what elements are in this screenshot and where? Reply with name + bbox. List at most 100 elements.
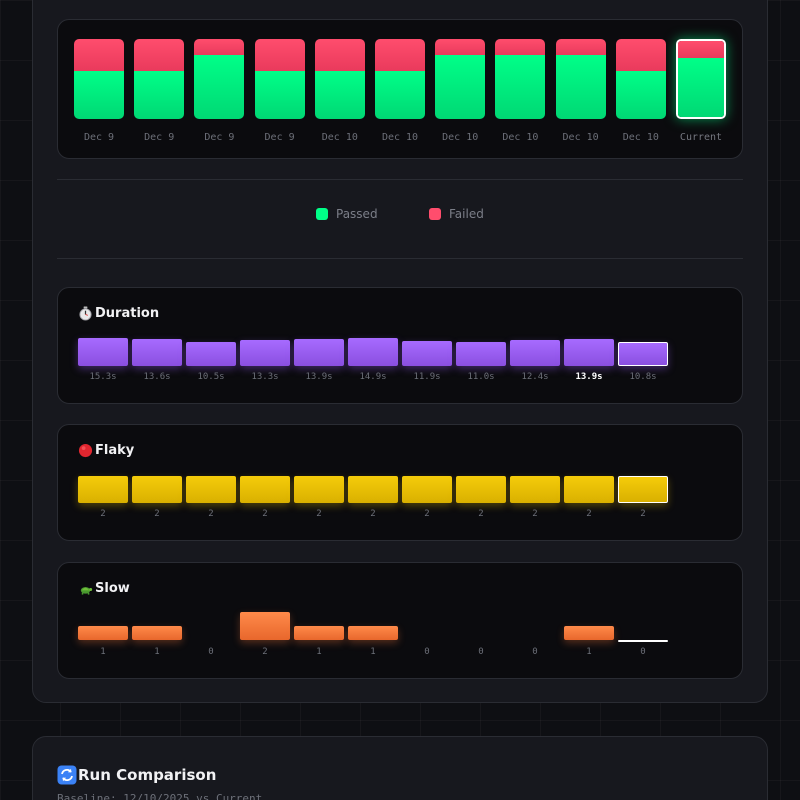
value-label: 1: [586, 647, 592, 657]
bar-run: [254, 39, 305, 119]
flaky-title: Flaky: [78, 443, 134, 458]
bar-run: [314, 39, 365, 119]
divider: [57, 179, 743, 180]
value-label: 2: [640, 509, 646, 519]
value-label: 13.3s: [251, 372, 279, 382]
value-label: 12.4s: [521, 372, 549, 382]
bar-run: [348, 476, 398, 503]
duration-title-text: Duration: [95, 306, 160, 321]
chart-legend: Passed Failed: [0, 207, 800, 223]
value-label: 2: [478, 509, 484, 519]
bar-run: [510, 476, 560, 503]
value-label: 1: [370, 647, 376, 657]
bar-run: [74, 39, 124, 119]
legend-item-passed: Passed: [316, 207, 378, 221]
value-label: 1: [154, 647, 160, 657]
value-label: 2: [262, 647, 268, 657]
run-comparison-card: Run Comparison Baseline: 12/10/2025 vs C…: [32, 736, 768, 800]
value-label: 13.9s: [305, 372, 333, 382]
flaky-panel: Flaky 2 2 2 2 2 2 2 2 2 2 2: [57, 424, 743, 541]
bar-segment-failed: [555, 39, 606, 55]
bar-run: [240, 476, 290, 503]
bar-run: [435, 39, 486, 119]
bar-run: [132, 339, 182, 366]
red-circle-icon: [78, 443, 93, 458]
x-tick-label: Dec 9: [83, 132, 115, 143]
value-label: 14.9s: [359, 372, 387, 382]
legend-swatch-passed: [316, 208, 328, 220]
flaky-title-text: Flaky: [95, 443, 135, 458]
value-label: 15.3s: [89, 372, 117, 382]
value-label: 2: [100, 509, 106, 519]
bar-segment-failed: [134, 39, 185, 71]
x-tick-label: Dec 10: [442, 132, 479, 143]
bar-current: [676, 39, 726, 119]
bar-run: [294, 339, 344, 366]
value-label: 1: [100, 647, 106, 657]
bar-run: [456, 476, 506, 503]
value-label: 13.6s: [143, 372, 171, 382]
bar-segment-passed: [134, 71, 185, 119]
pass-fail-chart-panel: Dec 9 Dec 9 Dec 9 Dec 9 Dec 10 Dec 10 Dec 10 De…: [57, 19, 743, 159]
bar-run: [510, 340, 560, 366]
bar-run: [456, 341, 506, 366]
bar-run: [294, 626, 344, 640]
value-label: 2: [532, 509, 538, 519]
value-label: 2: [208, 509, 214, 519]
value-label: 0: [640, 647, 646, 657]
value-label: 1: [316, 647, 322, 657]
bar-run: [495, 39, 546, 119]
value-label: 2: [154, 509, 160, 519]
bar-current: [618, 341, 668, 366]
value-label: 2: [424, 509, 430, 519]
x-tick-label: Dec 10: [562, 132, 599, 143]
bar-run: [555, 39, 606, 119]
bar-run: [564, 626, 614, 640]
bar-run: [78, 476, 128, 503]
x-tick-label: Dec 9: [204, 132, 235, 143]
bar-current: [618, 640, 668, 642]
bar-run: [564, 476, 614, 503]
bar-run: [294, 476, 344, 503]
slow-panel: Slow 1 1 0 2 1 1 0 0 0 1 0: [57, 562, 743, 679]
stopwatch-icon: [79, 306, 92, 321]
bar-run: [375, 39, 425, 119]
bar-segment-passed: [314, 71, 365, 119]
bar-segment-passed: [678, 57, 724, 117]
value-label: 2: [586, 509, 592, 519]
x-tick-label: Dec 10: [502, 132, 539, 143]
x-tick-label: Dec 10: [622, 132, 659, 143]
bar-run: [348, 626, 398, 640]
bar-run: [78, 338, 128, 366]
run-comparison-subtitle: Baseline: 12/10/2025 vs Current: [57, 792, 263, 800]
bar-segment-failed: [678, 41, 724, 58]
value-label: 0: [478, 647, 484, 657]
bar-segment-failed: [74, 39, 124, 71]
duration-title: Duration: [78, 306, 159, 321]
bar-run: [240, 612, 290, 640]
bar-segment-passed: [495, 55, 546, 119]
bar-run: [402, 340, 452, 366]
slow-title: Slow: [78, 581, 130, 596]
legend-label-failed: Failed: [449, 207, 484, 221]
bar-segment-passed: [194, 55, 245, 119]
bar-segment-passed: [615, 71, 666, 119]
bar-segment-passed: [375, 71, 425, 119]
value-label: 0: [424, 647, 430, 657]
duration-panel: Duration 15.3s 13.6s 10.5s 13.3s 13.9s 14.9s 1…: [57, 287, 743, 404]
bar-run: [186, 476, 236, 503]
value-label: 2: [316, 509, 322, 519]
bar-run: [402, 476, 452, 503]
slow-title-text: Slow: [95, 581, 130, 596]
bar-run: [78, 626, 128, 640]
value-label: 13.9s: [575, 372, 603, 382]
bar-run: [132, 626, 182, 640]
bar-segment-failed: [435, 39, 486, 55]
turtle-icon: [80, 587, 93, 595]
bar-run: [615, 39, 666, 119]
bar-segment-passed: [555, 55, 606, 119]
bar-run: [564, 339, 614, 366]
x-tick-label: Current: [679, 132, 723, 143]
bar-run: [186, 342, 236, 366]
bar-segment-failed: [314, 39, 365, 71]
